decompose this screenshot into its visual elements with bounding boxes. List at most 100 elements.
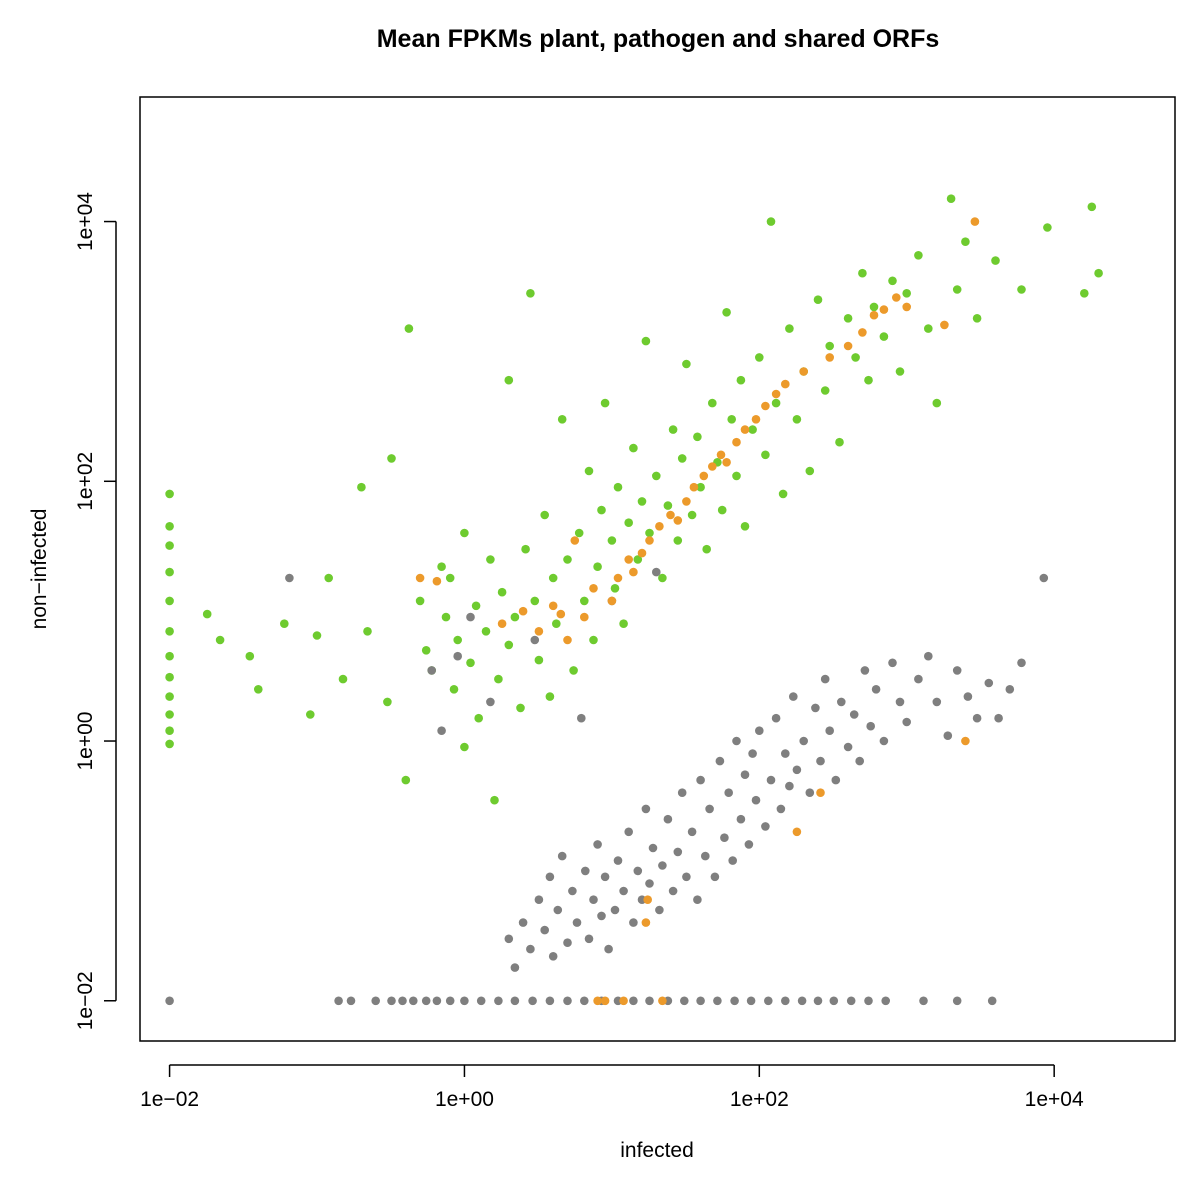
data-point — [460, 528, 469, 538]
data-point — [371, 996, 381, 1006]
data-point — [673, 536, 683, 545]
data-point — [744, 840, 754, 849]
data-point — [280, 619, 289, 628]
data-point — [563, 635, 572, 645]
data-point — [346, 996, 356, 1006]
data-point — [526, 289, 535, 298]
data-point — [673, 847, 683, 857]
data-point — [924, 651, 933, 661]
data-point — [693, 895, 702, 904]
data-point — [751, 795, 761, 805]
data-point — [624, 827, 633, 837]
data-point — [545, 692, 555, 701]
data-point — [253, 685, 263, 694]
data-point — [866, 721, 875, 731]
data-point — [816, 756, 825, 766]
data-point — [510, 963, 520, 972]
data-point — [799, 736, 808, 746]
data-point — [534, 627, 544, 636]
data-point — [668, 425, 678, 434]
data-point — [432, 576, 442, 586]
data-point — [728, 856, 737, 865]
data-point — [761, 822, 770, 831]
data-point — [545, 872, 555, 882]
data-point — [771, 398, 781, 408]
data-point — [946, 194, 956, 203]
data-point — [1087, 202, 1097, 212]
data-point — [427, 666, 437, 675]
data-point — [641, 804, 651, 814]
data-point — [165, 489, 174, 499]
data-point — [858, 268, 867, 278]
data-point — [682, 497, 691, 506]
data-point — [645, 528, 654, 538]
data-point — [165, 739, 174, 749]
data-point — [548, 601, 558, 611]
data-point — [613, 856, 623, 865]
data-point — [820, 386, 830, 395]
x-tick-label: 1e−02 — [140, 1088, 199, 1111]
data-point — [645, 879, 654, 888]
data-point — [652, 567, 661, 577]
data-point — [557, 851, 567, 861]
data-point — [552, 619, 561, 628]
data-point — [655, 522, 664, 531]
data-point — [740, 522, 750, 531]
data-point — [835, 437, 844, 447]
data-point — [879, 332, 889, 341]
data-point — [740, 770, 750, 779]
data-point — [652, 471, 661, 481]
data-point — [460, 996, 469, 1006]
data-point — [534, 895, 544, 904]
data-point — [952, 285, 962, 294]
data-point — [629, 996, 638, 1006]
data-point — [593, 562, 602, 571]
data-point — [855, 756, 864, 766]
data-point — [943, 731, 953, 740]
data-point — [584, 934, 594, 944]
data-point — [722, 308, 731, 317]
data-point — [334, 996, 343, 1006]
data-point — [645, 996, 654, 1006]
data-point — [987, 996, 997, 1006]
y-axis-label: non−infected — [28, 509, 51, 630]
data-point — [825, 341, 834, 351]
data-point — [415, 596, 425, 606]
data-point — [952, 996, 962, 1006]
data-point — [510, 996, 520, 1006]
data-point — [860, 666, 870, 675]
data-point — [441, 612, 451, 622]
data-point — [497, 619, 507, 628]
data-point — [781, 996, 790, 1006]
data-point — [766, 775, 776, 785]
data-point — [437, 726, 446, 735]
data-point — [445, 996, 455, 1006]
data-point — [963, 692, 973, 701]
plot-frame — [139, 96, 1176, 1042]
y-axis: 1e−02 1e+00 1e+02 1e+04 — [74, 192, 117, 1030]
data-point — [165, 710, 174, 719]
data-point — [666, 510, 675, 520]
y-tick-label: 1e+00 — [74, 712, 97, 771]
data-point — [843, 314, 853, 323]
data-point — [572, 918, 582, 927]
data-point — [548, 573, 558, 583]
data-point — [580, 996, 589, 1006]
data-point — [526, 944, 535, 954]
data-point — [792, 415, 802, 424]
data-point — [710, 872, 720, 882]
data-point — [871, 685, 881, 694]
data-point — [357, 482, 366, 492]
data-point — [245, 651, 255, 661]
data-point — [466, 658, 475, 668]
data-point — [285, 573, 294, 583]
data-point — [504, 375, 514, 385]
data-point — [409, 996, 418, 1006]
data-point — [581, 866, 590, 876]
data-point — [432, 996, 442, 1006]
data-point — [846, 996, 856, 1006]
data-point — [165, 692, 174, 701]
data-point — [663, 501, 673, 510]
data-point — [766, 217, 776, 226]
